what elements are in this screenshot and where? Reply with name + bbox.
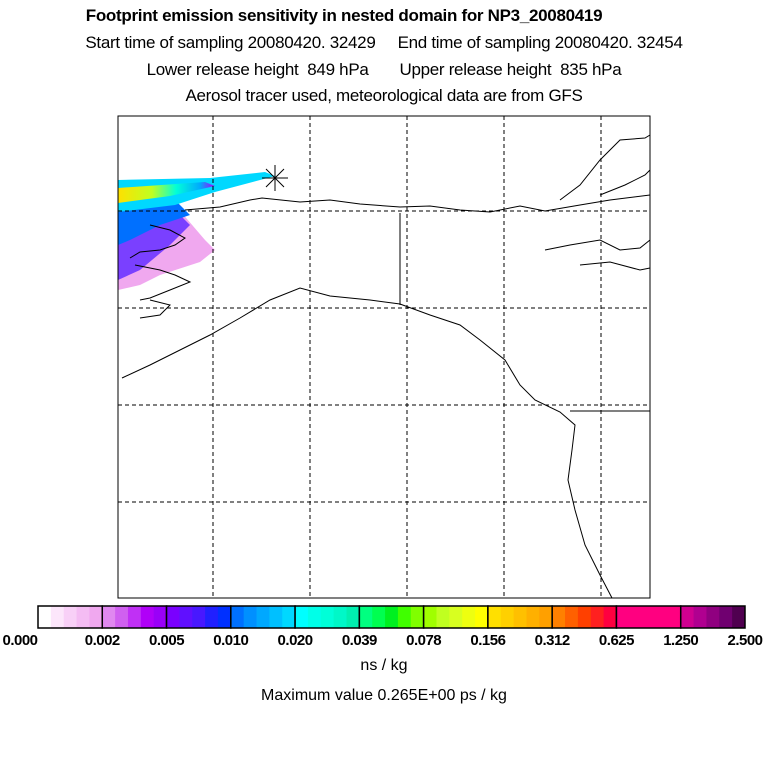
- colorbar-cell: [76, 606, 90, 628]
- colorbar-cell: [680, 606, 695, 628]
- colorbar-cell: [462, 606, 476, 628]
- colorbar-cell: [706, 606, 720, 628]
- colorbar-cell: [603, 606, 617, 628]
- colorbar-cell: [436, 606, 450, 628]
- colorbar-cell: [359, 606, 373, 628]
- map-frame: [117, 115, 651, 599]
- colorbar-tick-label: 0.020: [277, 632, 314, 649]
- graticule: [118, 116, 650, 598]
- plot-title: Footprint emission sensitivity in nested…: [85, 6, 603, 25]
- colorbar-cell: [475, 606, 489, 628]
- colorbar-cell: [693, 606, 707, 628]
- colorbar-cell: [667, 606, 682, 628]
- colorbar-cell: [552, 606, 566, 628]
- colorbar-cell: [89, 606, 103, 628]
- colorbar-units: ns / kg: [360, 657, 408, 674]
- colorbar-cell: [372, 606, 386, 628]
- footprint-field: [118, 172, 275, 290]
- colorbar-cell: [410, 606, 425, 628]
- colorbar-cell: [577, 606, 592, 628]
- colorbar-tick-label: 1.250: [663, 632, 699, 649]
- colorbar-tick-label: 0.000: [2, 632, 38, 649]
- colorbar-cell: [307, 606, 322, 628]
- colorbar-cell: [539, 606, 553, 628]
- colorbar-cell: [269, 606, 283, 628]
- colorbar-cell: [282, 606, 296, 628]
- colorbar-tick-label: 0.010: [213, 632, 249, 649]
- colorbar-cell: [346, 606, 360, 628]
- colorbar-cell: [217, 606, 232, 628]
- colorbar-cell: [513, 606, 527, 628]
- colorbar-cell: [153, 606, 168, 628]
- colorbar-cell: [127, 606, 142, 628]
- colorbar-cell: [256, 606, 270, 628]
- colorbar-tick-label: 0.039: [341, 632, 378, 649]
- colorbar-cell: [629, 606, 643, 628]
- tracer-info: Aerosol tracer used, meteorological data…: [185, 86, 583, 105]
- colorbar-tick-label: 0.312: [534, 632, 571, 649]
- colorbar-cell: [565, 606, 579, 628]
- colorbar-cell: [205, 606, 219, 628]
- colorbar-cell: [500, 606, 515, 628]
- colorbar-cell: [320, 606, 335, 628]
- colorbar-cell: [50, 606, 65, 628]
- colorbar-cell: [38, 606, 52, 628]
- colorbar-cell: [423, 606, 437, 628]
- colorbar-cell: [732, 606, 746, 628]
- colorbar-cell: [397, 606, 412, 628]
- colorbar-tick-label: 0.002: [84, 632, 121, 649]
- colorbar-cell: [526, 606, 540, 628]
- colorbar-cell: [179, 606, 193, 628]
- colorbar-cell: [230, 606, 245, 628]
- sampling-times: Start time of sampling 20080420. 32429 E…: [85, 33, 683, 52]
- colorbar-cell: [102, 606, 116, 628]
- release-point-star-icon: [262, 165, 288, 191]
- colorbar-cell: [719, 606, 733, 628]
- colorbar-cell: [616, 606, 630, 628]
- colorbar-cell: [642, 606, 656, 628]
- maximum-value: Maximum value 0.265E+00 ps / kg: [261, 687, 507, 704]
- colorbar-tick-label: 2.500: [727, 632, 763, 649]
- colorbar: [37, 605, 746, 629]
- colorbar-cell: [590, 606, 605, 628]
- colorbar-tick-label: 0.005: [149, 632, 185, 649]
- colorbar-tick-label: 0.078: [406, 632, 442, 649]
- colorbar-cell: [487, 606, 502, 628]
- colorbar-tick-label: 0.156: [470, 632, 506, 649]
- plume-outer: [118, 172, 275, 212]
- colorbar-cell: [385, 606, 399, 628]
- colorbar-cell: [140, 606, 155, 628]
- colorbar-cell: [115, 606, 129, 628]
- colorbar-cell: [192, 606, 206, 628]
- colorbar-cell: [63, 606, 78, 628]
- release-heights: Lower release height 849 hPa Upper relea…: [146, 60, 622, 79]
- colorbar-cell: [655, 606, 669, 628]
- colorbar-cell: [243, 606, 258, 628]
- colorbar-cell: [333, 606, 348, 628]
- colorbar-cell: [166, 606, 180, 628]
- colorbar-segment: [679, 605, 746, 629]
- colorbar-cell: [449, 606, 463, 628]
- coastlines: [121, 134, 651, 599]
- colorbar-cell: [295, 606, 309, 628]
- plume-core: [118, 182, 215, 203]
- colorbar-tick-label: 0.625: [598, 632, 635, 649]
